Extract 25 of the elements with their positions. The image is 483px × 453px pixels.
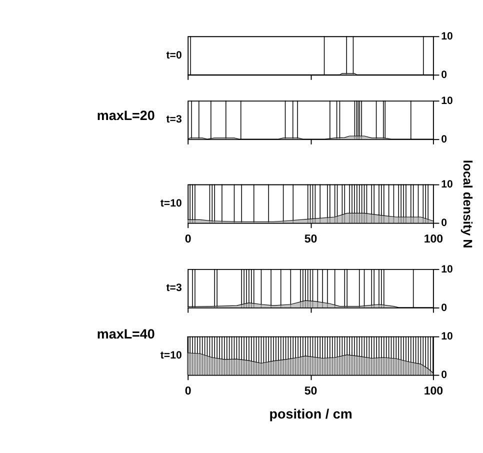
y-tick-label: 0 [441, 369, 448, 382]
text: maxL=20 [96, 108, 155, 123]
y-tick-label: 10 [441, 94, 454, 107]
x-tick-label: 100 [424, 386, 444, 398]
text: t=3 [166, 282, 182, 294]
text: t=3 [166, 114, 182, 126]
y-tick-label: 0 [441, 302, 448, 314]
x-tick-label: 0 [184, 234, 192, 246]
y-tick-label: 10 [441, 263, 454, 276]
text: t=10 [160, 349, 182, 362]
text: t=0 [166, 49, 182, 62]
x-axis-title: position / cm [269, 406, 352, 422]
y-tick-label: 0 [441, 133, 448, 146]
y-tick-label: 10 [441, 178, 454, 191]
y-tick-label: 0 [441, 68, 448, 81]
y-axis-title: local density N [460, 160, 474, 248]
y-tick-label: 0 [441, 217, 448, 230]
x-tick-label: 100 [424, 234, 444, 246]
text: maxL=40 [96, 326, 155, 342]
y-tick-label: 10 [441, 30, 454, 42]
x-tick-label: 50 [304, 234, 318, 246]
text: t=10 [160, 197, 182, 210]
x-tick-label: 0 [184, 386, 192, 398]
x-tick-label: 50 [304, 386, 318, 398]
y-tick-label: 10 [441, 330, 454, 343]
